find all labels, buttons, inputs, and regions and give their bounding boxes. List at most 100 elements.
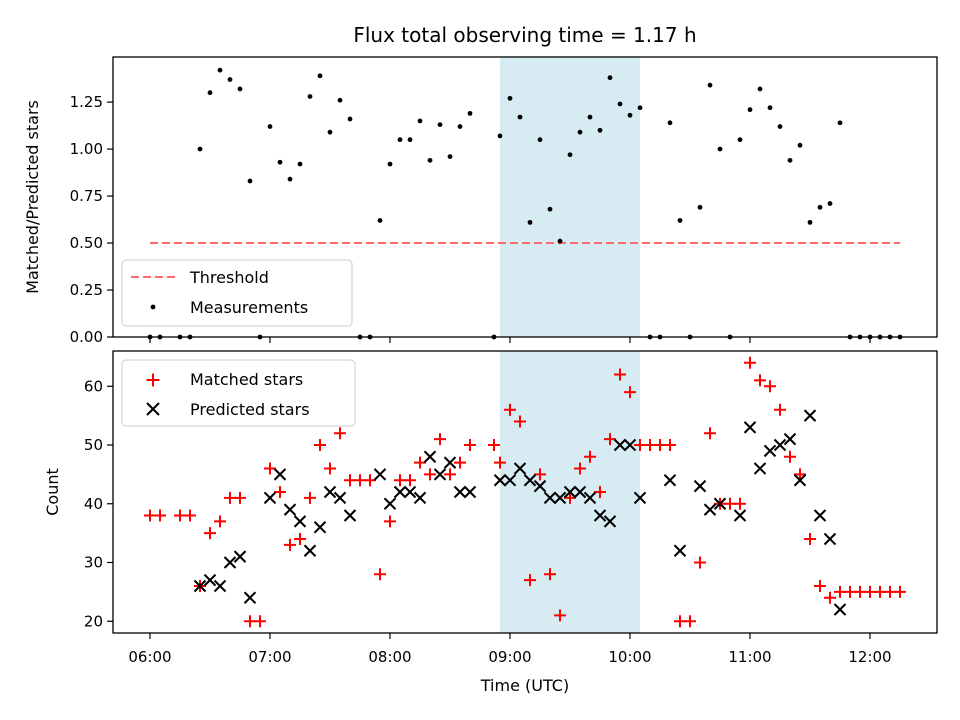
matched-star-marker [564,491,576,504]
predicted-star-marker [293,515,307,528]
matched-star-marker [524,574,536,587]
matched-star-marker [294,533,306,545]
matched-star-marker [534,468,546,481]
measurement-point [817,204,823,210]
predicted-star-marker [743,421,757,434]
measurement-point [537,137,543,143]
bottom-y-axis-label: Count [43,468,62,516]
y-tick-label: 20 [84,612,103,630]
top-plot-frame [112,56,938,338]
top-panel: Flux total observing time = 1.17 h 0.00 0… [23,23,938,346]
matched-star-marker [794,468,806,481]
matched-star-marker [444,468,456,481]
matched-star-marker [544,568,556,581]
matched-star-marker [554,609,566,622]
matched-star-marker [204,527,216,540]
measurement-point [327,129,333,135]
predicted-star-marker [833,603,847,616]
matched-star-marker [824,591,836,604]
predicted-star-marker [613,438,627,452]
top-legend-box [121,259,353,327]
predicted-star-marker [813,509,827,522]
measurement-point [747,107,753,113]
chart-title: Flux total observing time = 1.17 h [353,23,696,47]
y-tick-label: 0.25 [70,281,103,299]
predicted-star-marker [823,532,837,546]
measurement-point [507,95,513,101]
predicted-star-marker [463,485,477,499]
measurement-point [527,219,533,225]
predicted-star-marker [193,579,207,593]
predicted-star-marker [323,485,337,499]
bottom-legend: Matched stars Predicted stars [121,359,356,427]
predicted-star-marker [663,474,677,487]
matched-star-marker [664,439,676,451]
bottom-x-ticks: 06:00 07:00 08:00 09:00 10:00 11:00 12:00 [128,633,892,666]
measurement-point [217,67,223,73]
matched-star-marker [464,439,476,451]
measurement-point [497,133,503,139]
predicted-star-marker [443,456,457,469]
measurement-point [797,142,803,148]
predicted-star-marker [423,450,437,463]
x-tick-label: 11:00 [728,648,771,666]
measurement-point [197,146,203,152]
predicted-star-marker [333,491,347,505]
matched-star-marker [584,450,596,463]
y-tick-label: 40 [84,495,103,513]
y-tick-label: 1.00 [70,140,103,158]
measurement-point [227,77,233,82]
legend-predicted-label: Predicted stars [190,400,310,419]
x-tick-label: 07:00 [248,648,291,666]
matched-star-marker [154,509,166,522]
measurement-point [307,94,313,99]
predicted-star-marker [603,515,617,528]
measurement-point [517,114,523,120]
matched-star-marker [304,491,316,504]
y-tick-label: 60 [84,377,103,395]
predicted-star-marker [223,556,237,569]
measurement-point [607,75,613,81]
measurement-point [467,110,473,116]
matched-star-marker [254,615,266,628]
y-tick-label: 50 [84,436,103,454]
y-tick-label: 30 [84,554,103,572]
matched-star-marker [454,456,466,469]
measurement-point [707,82,713,88]
matched-star-marker [214,515,226,528]
predicted-star-marker [233,550,247,563]
matched-star-marker [184,509,196,522]
measurement-point [297,161,303,167]
x-tick-label: 08:00 [368,648,411,666]
measurement-point [587,114,593,120]
measurement-point [237,86,243,92]
predicted-star-marker [543,491,557,505]
measurement-point [557,238,563,244]
predicted-star-marker [793,474,807,487]
predicted-star-marker [283,503,297,516]
matched-star-marker [504,403,516,416]
matched-star-marker [814,580,826,592]
measurement-point [437,122,443,128]
measurement-point [547,206,553,212]
y-tick-label: 0.75 [70,187,103,205]
predicted-star-marker [803,409,817,422]
predicted-star-marker [583,491,597,505]
matched-star-marker [574,462,586,475]
measurement-point [337,97,343,103]
predicted-star-marker [773,438,787,452]
predicted-star-marker [373,468,387,481]
matched-star-marker [414,456,426,469]
predicted-star-marker [413,491,427,505]
top-legend: Threshold Measurements [121,259,353,327]
matched-star-marker [594,486,606,498]
predicted-star-marker [623,438,637,452]
matched-star-marker [284,538,296,551]
predicted-star-marker [343,509,357,522]
predicted-star-marker [213,579,227,593]
predicted-star-marker [273,468,287,481]
predicted-star-marker [713,497,727,510]
measurement-point [767,105,773,111]
y-tick-label: 0.00 [70,328,103,346]
